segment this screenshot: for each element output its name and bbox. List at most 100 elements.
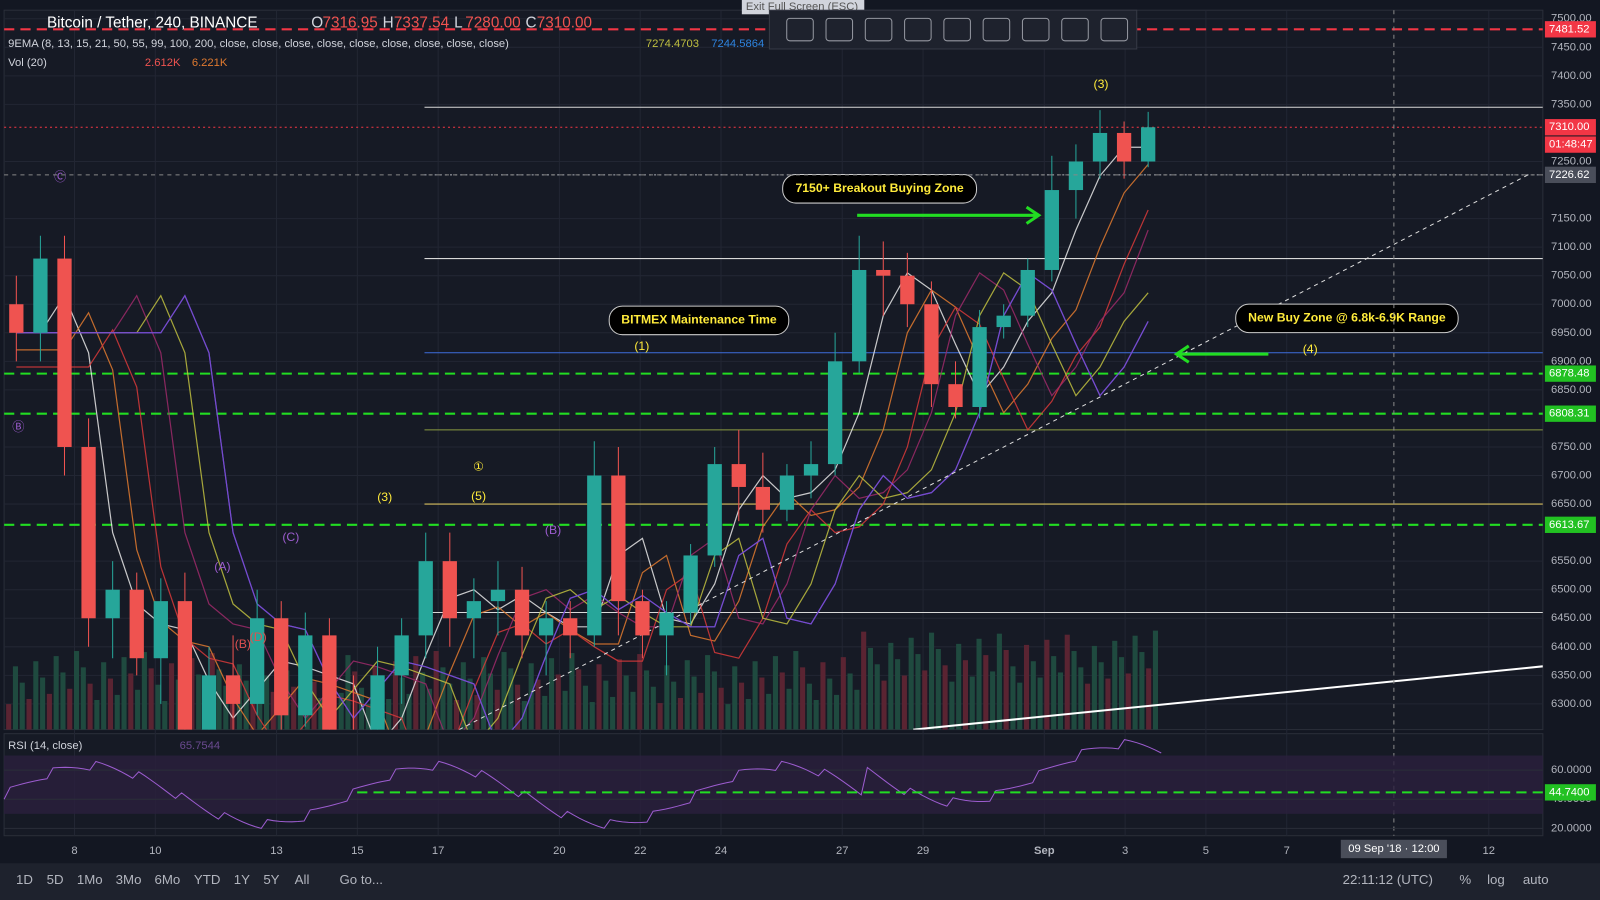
- volume-bar: [786, 688, 792, 730]
- volume-bar: [1064, 634, 1070, 730]
- toolbar-button[interactable]: [864, 17, 893, 42]
- ohlc-value: 7316.95: [322, 15, 377, 32]
- candle-body: [538, 618, 554, 636]
- volume-bar: [460, 662, 466, 730]
- scale-option[interactable]: log: [1487, 872, 1505, 887]
- range-button[interactable]: YTD: [194, 872, 221, 887]
- toolbar-button[interactable]: [786, 17, 814, 42]
- candle-body: [924, 304, 939, 385]
- ohlc-key: H: [383, 15, 394, 32]
- volume-bar: [915, 654, 921, 730]
- candle-body: [466, 601, 482, 619]
- toolbar-button[interactable]: [825, 17, 854, 42]
- rsi-name: RSI (14, close): [8, 740, 82, 752]
- volume-bar: [922, 670, 928, 730]
- candle-body: [153, 601, 168, 659]
- volume-bar: [447, 683, 453, 730]
- price-tag-label: 6613.67: [1549, 519, 1590, 531]
- price-tag: [1544, 119, 1596, 136]
- volume-bar: [827, 678, 833, 730]
- volume-bar: [243, 680, 249, 730]
- volume-bar: [501, 652, 507, 730]
- volume-bar: [949, 681, 955, 730]
- candle-body: [635, 601, 650, 636]
- volume-bar: [311, 681, 317, 730]
- volume-bar: [935, 648, 941, 730]
- volume-bar: [1003, 650, 1009, 730]
- candle-body: [1116, 132, 1132, 162]
- volume-bar: [738, 682, 745, 730]
- volume-bar: [1132, 635, 1138, 730]
- volume-bar: [867, 647, 874, 730]
- scale-option[interactable]: %: [1459, 872, 1471, 887]
- wave-label: (B): [235, 637, 251, 651]
- volume-bar: [874, 664, 880, 730]
- volume-bar: [901, 675, 907, 730]
- volume-bar: [60, 672, 66, 730]
- range-button[interactable]: 1Mo: [77, 872, 103, 887]
- callout-text: New Buy Zone @ 6.8k-6.9K Range: [1248, 311, 1446, 325]
- candle-body: [201, 675, 217, 730]
- range-button[interactable]: All: [295, 872, 310, 887]
- toolbar-button[interactable]: [1021, 17, 1050, 42]
- volume-bar: [888, 642, 894, 730]
- volume-bar: [107, 678, 114, 730]
- price-tick-label: 6650.00: [1551, 498, 1592, 510]
- price-tick-label: 6900.00: [1551, 355, 1592, 367]
- candle-body: [755, 486, 770, 510]
- range-button[interactable]: 5D: [47, 872, 64, 887]
- countdown: 01:48:47: [1549, 139, 1593, 151]
- plot-area: [4, 28, 1543, 730]
- volume-bar: [1010, 666, 1016, 730]
- toolbar-button[interactable]: [982, 17, 1011, 42]
- candle-body: [322, 635, 337, 730]
- candle-body: [298, 635, 313, 716]
- volume-bar: [114, 694, 120, 730]
- wave-label: ①: [473, 460, 484, 474]
- range-button[interactable]: Go to...: [339, 872, 382, 887]
- price-tick-label: 7250.00: [1551, 155, 1592, 167]
- volume-bar: [392, 661, 399, 730]
- price-tag-label: 6878.48: [1549, 368, 1590, 380]
- rsi-tag-label: 44.7400: [1549, 786, 1590, 798]
- volume-bar: [135, 689, 141, 730]
- price-tag: [1544, 21, 1596, 38]
- date-tick-label: 27: [836, 845, 848, 857]
- toolbar-button[interactable]: [904, 17, 932, 42]
- volume-bar: [861, 631, 867, 730]
- range-button[interactable]: 6Mo: [154, 872, 180, 887]
- ema-line: [16, 146, 1149, 730]
- toolbar-button[interactable]: [943, 17, 971, 42]
- trend-line: [913, 665, 1543, 730]
- volume-bar: [637, 654, 643, 730]
- price-tag-label: 7481.52: [1549, 23, 1590, 35]
- price-tick-label: 6750.00: [1551, 441, 1592, 453]
- volume-bar: [908, 637, 914, 730]
- toolbar-button[interactable]: [1100, 17, 1129, 42]
- range-button[interactable]: 5Y: [263, 872, 279, 887]
- trend-line: [458, 173, 1531, 730]
- volume-bar: [962, 660, 969, 730]
- volume-bar: [128, 673, 134, 730]
- range-button[interactable]: 1Y: [234, 872, 250, 887]
- price-tag: [1544, 166, 1596, 184]
- ema-line: [16, 163, 1149, 730]
- volume-bar: [101, 662, 107, 730]
- scale-option[interactable]: auto: [1523, 872, 1549, 887]
- volume-bar: [53, 656, 59, 730]
- volume-bar: [759, 677, 765, 730]
- range-button[interactable]: 1D: [16, 872, 33, 887]
- rsi-band: [4, 755, 1543, 814]
- candle-body: [274, 618, 289, 716]
- price-tick-label: 6550.00: [1551, 555, 1592, 567]
- toolbar-button[interactable]: [1061, 17, 1089, 42]
- range-button[interactable]: 3Mo: [116, 872, 142, 887]
- candle-body: [394, 635, 409, 676]
- volume-bar: [318, 697, 324, 730]
- indicator-name: Vol (20): [8, 57, 47, 69]
- volume-bar: [691, 676, 697, 730]
- candle-body: [1092, 132, 1108, 162]
- volume-bar: [582, 685, 589, 730]
- volume-bar: [677, 697, 684, 730]
- wave-label: (C): [282, 530, 299, 544]
